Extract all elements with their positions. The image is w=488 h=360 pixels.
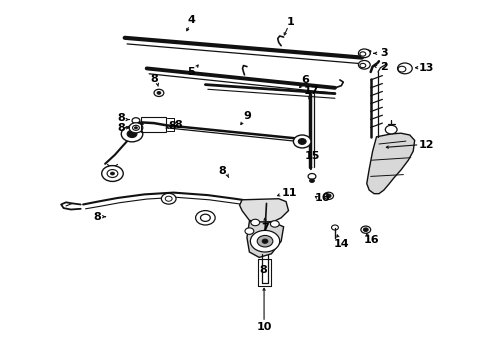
Text: 8: 8 — [150, 74, 158, 84]
Text: 3: 3 — [379, 48, 387, 58]
Text: 15: 15 — [304, 150, 319, 161]
Text: 16: 16 — [314, 193, 330, 203]
Circle shape — [165, 196, 172, 201]
Text: 6: 6 — [301, 75, 309, 85]
Text: 10: 10 — [256, 322, 271, 332]
Circle shape — [157, 91, 161, 94]
Circle shape — [127, 130, 137, 138]
Text: 8: 8 — [218, 166, 226, 176]
Circle shape — [385, 125, 396, 134]
Circle shape — [363, 228, 367, 231]
Circle shape — [161, 193, 176, 204]
Polygon shape — [239, 199, 288, 222]
Text: 7: 7 — [261, 222, 268, 233]
Text: 14: 14 — [333, 239, 348, 249]
Circle shape — [107, 170, 118, 177]
Text: 4: 4 — [187, 15, 195, 25]
Circle shape — [309, 179, 314, 183]
Circle shape — [250, 219, 259, 226]
Circle shape — [298, 139, 305, 144]
Text: 13: 13 — [418, 63, 433, 73]
Circle shape — [358, 60, 369, 69]
Circle shape — [262, 239, 267, 243]
Text: 2: 2 — [379, 62, 387, 72]
Text: 1: 1 — [286, 17, 294, 27]
Circle shape — [129, 123, 142, 133]
Text: 8: 8 — [259, 265, 266, 275]
Text: 8: 8 — [93, 212, 101, 222]
Bar — [141, 117, 166, 132]
Circle shape — [244, 228, 253, 234]
Circle shape — [325, 194, 330, 198]
Circle shape — [132, 125, 139, 130]
Text: 11: 11 — [281, 188, 297, 198]
Circle shape — [397, 63, 411, 74]
Circle shape — [195, 211, 215, 225]
Circle shape — [102, 166, 123, 181]
Text: 8: 8 — [174, 120, 182, 130]
Text: 16: 16 — [363, 235, 379, 246]
Circle shape — [200, 214, 210, 221]
Circle shape — [307, 174, 315, 179]
Circle shape — [110, 172, 114, 175]
Text: 17: 17 — [303, 86, 319, 96]
Circle shape — [358, 49, 369, 58]
Text: 8: 8 — [117, 113, 125, 123]
Circle shape — [250, 230, 279, 252]
Polygon shape — [366, 133, 414, 194]
Text: 5: 5 — [186, 67, 194, 77]
Circle shape — [293, 135, 310, 148]
Text: 9: 9 — [243, 111, 250, 121]
Circle shape — [323, 192, 333, 199]
Polygon shape — [246, 221, 283, 257]
Circle shape — [121, 126, 142, 142]
Text: 8: 8 — [117, 123, 125, 133]
Circle shape — [270, 221, 279, 227]
Circle shape — [257, 235, 272, 247]
Circle shape — [134, 127, 137, 129]
Text: 12: 12 — [418, 140, 433, 150]
Circle shape — [360, 226, 370, 233]
Text: 8: 8 — [168, 121, 176, 131]
